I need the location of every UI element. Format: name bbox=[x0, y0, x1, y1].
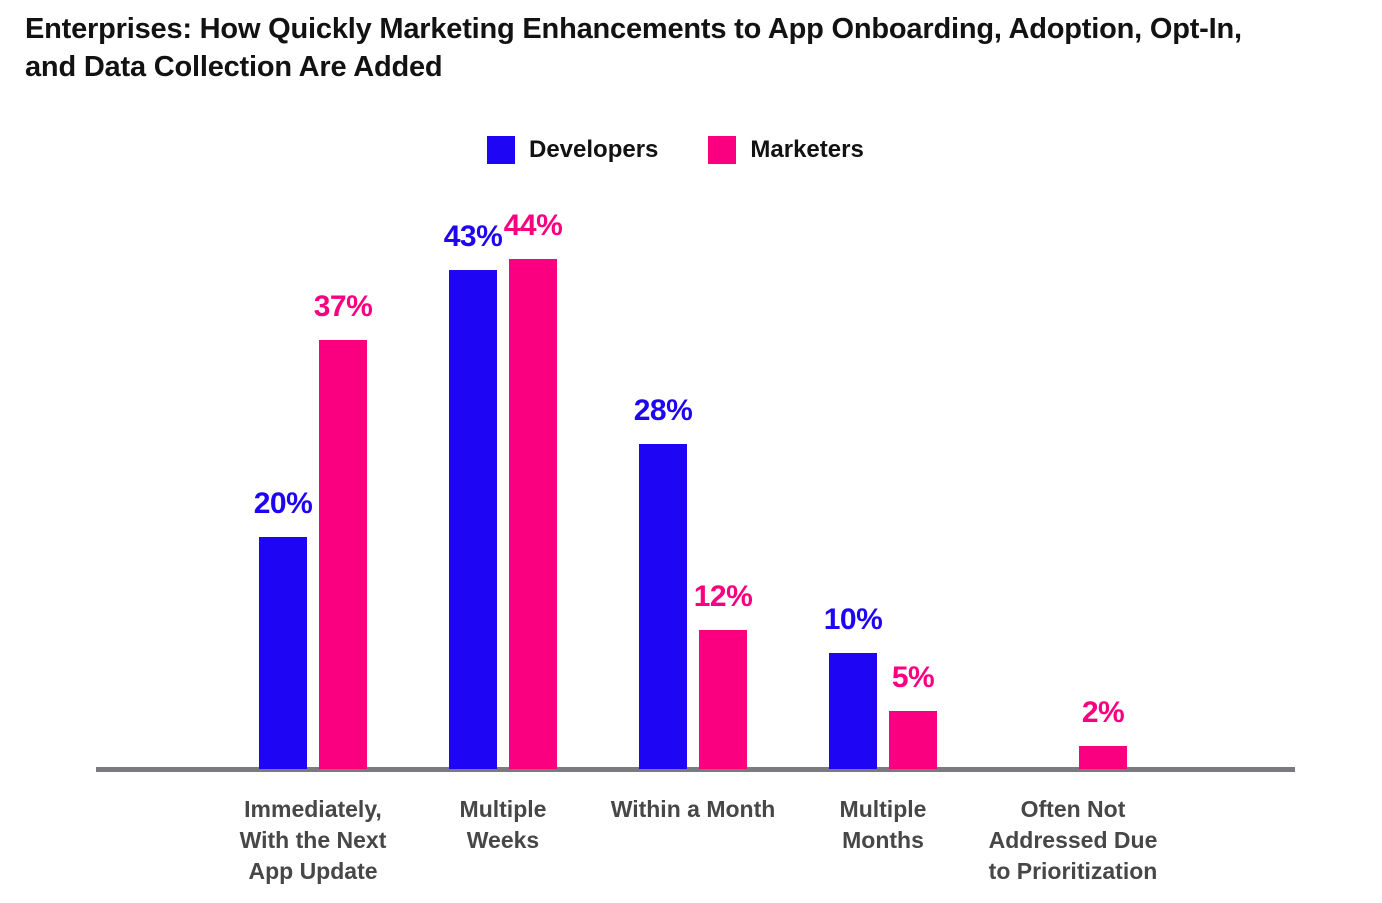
bar-marketers-2 bbox=[699, 630, 747, 769]
bar-developers-0 bbox=[259, 537, 307, 769]
value-label-marketers-2: 12% bbox=[693, 580, 753, 613]
value-label-marketers-0: 37% bbox=[313, 290, 373, 323]
bar-marketers-1 bbox=[509, 259, 557, 769]
category-label-0: Immediately, With the Next App Update bbox=[239, 796, 387, 884]
category-label-4: Often Not Addressed Due to Prioritizatio… bbox=[988, 796, 1158, 884]
legend: Developers Marketers bbox=[487, 136, 864, 164]
chart-title: Enterprises: How Quickly Marketing Enhan… bbox=[25, 13, 1242, 83]
bar-developers-3 bbox=[829, 653, 877, 769]
value-label-marketers-1: 44% bbox=[503, 209, 563, 242]
category-label-1: Multiple Weeks bbox=[459, 796, 547, 853]
legend-label-developers: Developers bbox=[529, 136, 659, 163]
bar-developers-2 bbox=[639, 444, 687, 769]
value-label-developers-3: 10% bbox=[823, 603, 883, 636]
x-axis-line bbox=[96, 767, 1295, 772]
bar-marketers-4 bbox=[1079, 746, 1127, 769]
bar-marketers-0 bbox=[319, 340, 367, 769]
value-label-developers-2: 28% bbox=[633, 394, 693, 427]
legend-swatch-developers-icon bbox=[487, 136, 515, 164]
bar-developers-1 bbox=[449, 270, 497, 769]
category-label-2: Within a Month bbox=[610, 796, 776, 822]
category-label-3: Multiple Months bbox=[839, 796, 927, 853]
bar-marketers-3 bbox=[889, 711, 937, 769]
value-label-developers-1: 43% bbox=[443, 220, 503, 253]
legend-item-developers: Developers bbox=[487, 136, 658, 164]
legend-item-marketers: Marketers bbox=[708, 136, 864, 164]
value-label-developers-0: 20% bbox=[253, 487, 313, 520]
value-label-marketers-4: 2% bbox=[1081, 696, 1125, 729]
legend-label-marketers: Marketers bbox=[750, 136, 864, 163]
value-label-marketers-3: 5% bbox=[891, 661, 935, 694]
legend-swatch-marketers-icon bbox=[708, 136, 737, 164]
